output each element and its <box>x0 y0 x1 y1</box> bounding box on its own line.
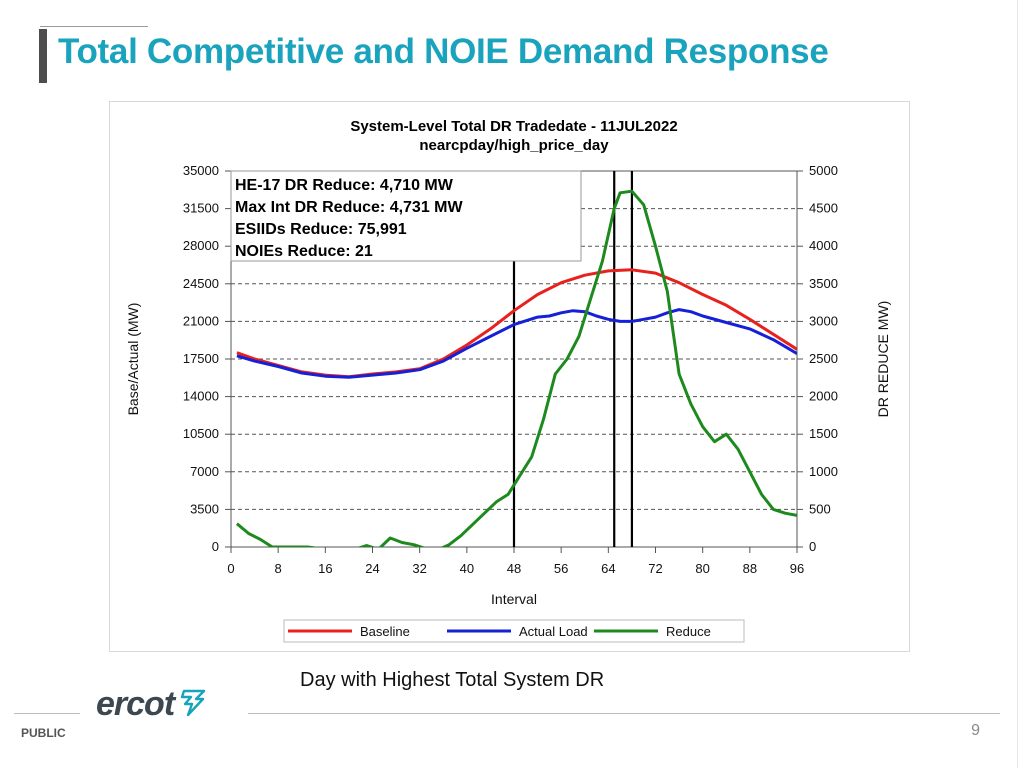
page-number: 9 <box>971 722 980 739</box>
y2-tick-label: 3000 <box>809 313 838 328</box>
chart-caption: Day with Highest Total System DR <box>300 669 605 691</box>
y-tick-label: 3500 <box>190 501 219 516</box>
y2-tick-label: 500 <box>809 501 831 516</box>
title-accent-bar <box>39 29 47 83</box>
slide-title: Total Competitive and NOIE Demand Respon… <box>58 32 829 71</box>
ercot-logo-text: ercot <box>96 685 175 723</box>
legend-label: Reduce <box>666 624 711 639</box>
series-line-reduce <box>235 189 797 547</box>
y2-tick-label: 4000 <box>809 238 838 253</box>
info-box <box>230 170 582 262</box>
x-tick-label: 40 <box>460 561 474 576</box>
y-tick-label: 14000 <box>183 389 219 404</box>
legend-box <box>283 619 745 643</box>
y-tick-label: 35000 <box>183 163 219 178</box>
chart-subtitle: nearcpday/high_price_day <box>419 137 609 154</box>
x-tick-label: 64 <box>601 561 615 576</box>
legend-label: Actual Load <box>519 624 588 639</box>
series-line-actual-load <box>236 308 797 379</box>
x-tick-label: 32 <box>412 561 426 576</box>
footer-label: PUBLIC <box>21 726 66 740</box>
y2-tick-label: 5000 <box>809 163 838 178</box>
chart-title: System-Level Total DR Tradedate - 11JUL2… <box>350 118 677 135</box>
info-box-line: Max Int DR Reduce: 4,731 MW <box>235 199 464 216</box>
slide-edge <box>1017 0 1018 768</box>
y-tick-label: 28000 <box>183 238 219 253</box>
x-tick-label: 96 <box>790 561 804 576</box>
y-tick-label: 24500 <box>183 276 219 291</box>
x-tick-label: 48 <box>507 561 521 576</box>
y-tick-label: 7000 <box>190 464 219 479</box>
info-box-line: NOIEs Reduce: 21 <box>235 243 373 260</box>
y-tick-label: 0 <box>212 539 219 554</box>
footer-rule-right <box>248 713 1000 714</box>
y2-tick-label: 2000 <box>809 389 838 404</box>
info-box-line: HE-17 DR Reduce: 4,710 MW <box>235 177 454 194</box>
x-tick-label: 24 <box>365 561 379 576</box>
dr-line-chart: System-Level Total DR Tradedate - 11JUL2… <box>125 118 891 643</box>
y2-tick-label: 3500 <box>809 276 838 291</box>
x-tick-label: 56 <box>554 561 568 576</box>
y2-tick-label: 0 <box>809 539 816 554</box>
x-tick-label: 16 <box>318 561 332 576</box>
y2-tick-label: 1500 <box>809 426 838 441</box>
y-tick-label: 31500 <box>183 201 219 216</box>
chart-frame: System-Level Total DR Tradedate - 11JUL2… <box>109 101 910 652</box>
x-tick-label: 0 <box>227 561 234 576</box>
title-rule <box>40 26 148 27</box>
lightning-bolt-icon <box>180 689 206 717</box>
y2-axis-label: DR REDUCE MW) <box>875 301 891 418</box>
x-tick-label: 8 <box>275 561 282 576</box>
x-axis-label: Interval <box>491 591 537 607</box>
x-tick-label: 80 <box>695 561 709 576</box>
y2-tick-label: 4500 <box>809 201 838 216</box>
y-tick-label: 17500 <box>183 351 219 366</box>
legend-label: Baseline <box>360 624 410 639</box>
y2-tick-label: 2500 <box>809 351 838 366</box>
footer-rule-left <box>14 713 80 714</box>
ercot-logo: ercot <box>96 686 208 722</box>
x-tick-label: 88 <box>743 561 757 576</box>
y-axis-label: Base/Actual (MW) <box>125 303 141 416</box>
x-tick-label: 72 <box>648 561 662 576</box>
y-tick-label: 21000 <box>183 313 219 328</box>
y2-tick-label: 1000 <box>809 464 838 479</box>
y-tick-label: 10500 <box>183 426 219 441</box>
info-box-line: ESIIDs Reduce: 75,991 <box>235 221 407 238</box>
